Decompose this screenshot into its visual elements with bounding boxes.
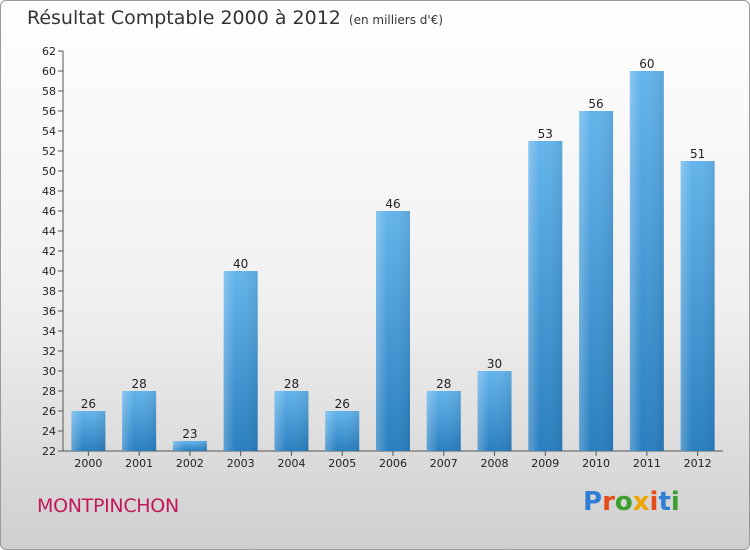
bar-shine	[325, 411, 360, 451]
bar-shine	[376, 211, 410, 451]
x-tick-label: 2009	[531, 457, 559, 470]
x-tick-label: 2004	[277, 457, 305, 470]
y-tick-label: 34	[42, 325, 56, 338]
bar-shine	[629, 71, 664, 451]
y-tick-label: 36	[42, 305, 56, 318]
data-label: 30	[487, 357, 502, 371]
data-label: 28	[284, 377, 299, 391]
data-label: 46	[385, 197, 400, 211]
bar-shine	[122, 391, 157, 451]
y-tick-label: 46	[42, 205, 56, 218]
bar-shine	[477, 371, 512, 451]
data-label: 26	[81, 397, 96, 411]
y-tick-label: 60	[42, 65, 56, 78]
logo-letter: r	[602, 487, 615, 517]
data-label: 56	[588, 97, 603, 111]
y-tick-label: 44	[42, 225, 56, 238]
bar-shine	[274, 391, 309, 451]
bar-shine	[680, 161, 715, 451]
x-tick-label: 2000	[74, 457, 102, 470]
y-tick-label: 50	[42, 165, 56, 178]
data-label: 23	[182, 427, 197, 441]
data-label: 28	[436, 377, 451, 391]
y-tick-label: 38	[42, 285, 56, 298]
y-tick-label: 28	[42, 385, 56, 398]
y-tick-label: 42	[42, 245, 56, 258]
y-tick-label: 32	[42, 345, 56, 358]
y-tick-label: 56	[42, 105, 56, 118]
x-tick-label: 2012	[684, 457, 712, 470]
logo-letter: o	[614, 487, 633, 517]
x-tick-label: 2006	[379, 457, 407, 470]
logo-letter: x	[632, 487, 650, 517]
data-label: 40	[233, 257, 248, 271]
y-tick-label: 58	[42, 85, 56, 98]
y-tick-label: 62	[42, 45, 56, 58]
logo-letter: P	[583, 487, 603, 517]
bar-shine	[528, 141, 563, 451]
data-label: 51	[690, 147, 705, 161]
commune-name: MONTPINCHON	[37, 495, 179, 517]
bar-shine	[223, 271, 258, 451]
y-tick-label: 22	[42, 445, 56, 458]
y-tick-label: 40	[42, 265, 56, 278]
data-label: 60	[639, 57, 654, 71]
data-label: 28	[132, 377, 147, 391]
bar-shine	[71, 411, 106, 451]
data-label: 26	[335, 397, 350, 411]
y-tick-label: 30	[42, 365, 56, 378]
logo-letter: i	[649, 487, 659, 517]
x-tick-label: 2010	[582, 457, 610, 470]
y-tick-label: 26	[42, 405, 56, 418]
title-text: Résultat Comptable 2000 à 2012	[27, 7, 341, 29]
y-tick-label: 54	[42, 125, 56, 138]
y-tick-label: 52	[42, 145, 56, 158]
x-tick-label: 2002	[176, 457, 204, 470]
x-tick-label: 2011	[633, 457, 661, 470]
bar-shine	[426, 391, 461, 451]
logo-letter: t	[658, 487, 671, 517]
chart-title: Résultat Comptable 2000 à 2012 (en millie…	[27, 7, 443, 29]
y-tick-label: 48	[42, 185, 56, 198]
x-tick-label: 2001	[125, 457, 153, 470]
x-tick-label: 2005	[328, 457, 356, 470]
x-tick-label: 2007	[430, 457, 458, 470]
data-label: 53	[538, 127, 553, 141]
unit-label: (en milliers d'€)	[348, 13, 444, 27]
bar-shine	[579, 111, 614, 451]
x-tick-label: 2003	[227, 457, 255, 470]
x-tick-label: 2008	[481, 457, 509, 470]
bar-shine	[172, 441, 207, 451]
proxiti-logo: Proxiti	[583, 487, 680, 517]
y-tick-label: 24	[42, 425, 56, 438]
logo-letter: i	[670, 487, 680, 517]
